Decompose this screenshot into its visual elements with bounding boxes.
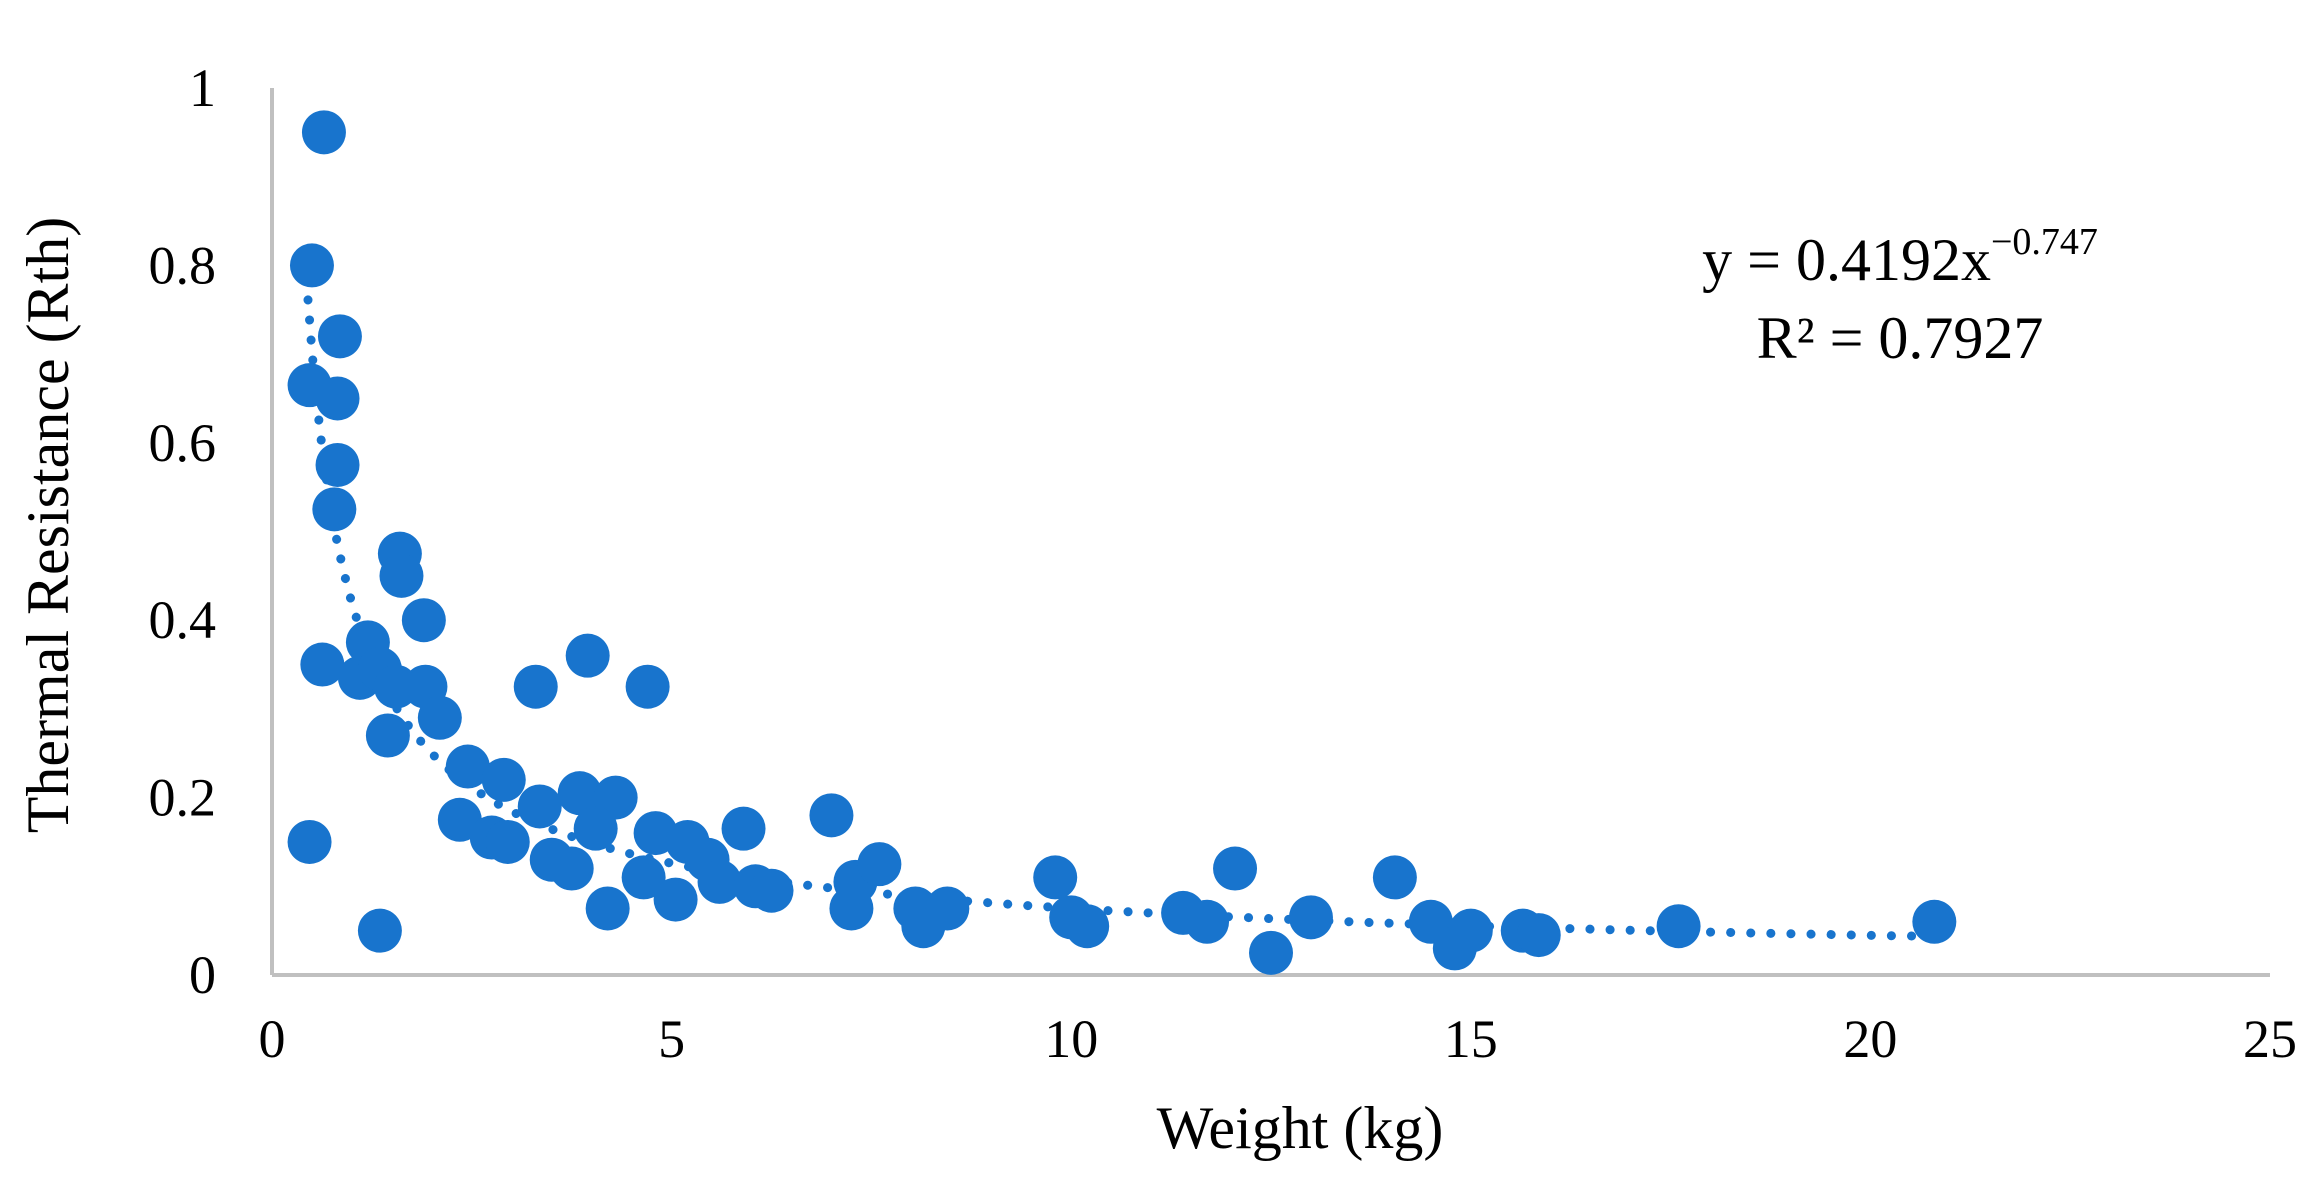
- data-point: [401, 598, 446, 643]
- data-point: [315, 376, 360, 421]
- data-point: [379, 553, 424, 598]
- y-tick-label: 0.2: [149, 768, 217, 828]
- data-point: [317, 314, 362, 359]
- r-squared-label: R² = 0.7927: [1757, 305, 2044, 371]
- x-tick-label: 25: [2243, 1009, 2297, 1069]
- x-tick-labels: 0 5 10 15 20 25: [259, 1009, 2298, 1069]
- data-point: [697, 859, 742, 904]
- equation-exponent: −0.747: [1991, 221, 2098, 263]
- data-point: [289, 243, 334, 288]
- data-point: [721, 806, 766, 851]
- axes: [270, 88, 2270, 977]
- data-point: [301, 110, 346, 155]
- y-tick-label: 0.4: [149, 590, 217, 650]
- data-point: [1185, 899, 1230, 944]
- y-axis-title: Thermal Resistance (Rth): [15, 217, 81, 833]
- equation-prefix: y = 0.4192x: [1702, 227, 1991, 293]
- data-point: [749, 868, 794, 913]
- data-point: [287, 819, 332, 864]
- data-point: [437, 797, 482, 842]
- y-tick-label: 1: [189, 58, 216, 118]
- y-tick-label: 0.8: [149, 235, 217, 295]
- data-point: [621, 855, 666, 900]
- x-tick-label: 0: [259, 1009, 286, 1069]
- data-point: [517, 784, 562, 829]
- data-point: [585, 886, 630, 931]
- data-point: [315, 442, 360, 487]
- data-point: [1372, 855, 1417, 900]
- x-tick-label: 15: [1444, 1009, 1498, 1069]
- data-point: [357, 908, 402, 953]
- data-point: [1516, 913, 1561, 958]
- data-points: [287, 110, 1957, 975]
- data-point: [1249, 930, 1293, 975]
- data-point: [312, 487, 357, 532]
- data-point: [417, 695, 462, 740]
- data-point: [1656, 904, 1701, 949]
- data-point: [557, 771, 602, 816]
- y-tick-label: 0.6: [149, 413, 217, 473]
- data-point: [485, 819, 530, 864]
- data-point: [857, 842, 902, 887]
- data-point: [1213, 846, 1258, 891]
- x-tick-label: 20: [1843, 1009, 1897, 1069]
- data-point: [1065, 904, 1110, 949]
- data-point: [565, 633, 610, 678]
- data-point: [513, 664, 558, 709]
- x-tick-label: 10: [1044, 1009, 1098, 1069]
- data-point: [300, 642, 345, 687]
- data-point: [1288, 895, 1333, 940]
- data-point: [445, 744, 490, 789]
- data-point: [549, 846, 594, 891]
- data-point: [625, 664, 670, 709]
- y-tick-label: 0: [189, 945, 216, 1005]
- x-tick-label: 5: [658, 1009, 685, 1069]
- data-point: [1448, 908, 1493, 953]
- data-point: [365, 713, 410, 758]
- x-axis-title: Weight (kg): [1157, 1095, 1444, 1161]
- data-point: [653, 877, 698, 922]
- data-point: [481, 757, 526, 802]
- equation-line: y = 0.4192x−0.747: [1702, 221, 2098, 293]
- data-point: [1912, 899, 1957, 944]
- data-point: [573, 806, 618, 851]
- data-point: [1033, 855, 1078, 900]
- data-point: [925, 886, 970, 931]
- data-point: [809, 793, 854, 838]
- y-tick-labels: 0 0.2 0.4 0.6 0.8 1: [149, 58, 217, 1005]
- trendline-equation: y = 0.4192x−0.747 R² = 0.7927: [1702, 221, 2098, 371]
